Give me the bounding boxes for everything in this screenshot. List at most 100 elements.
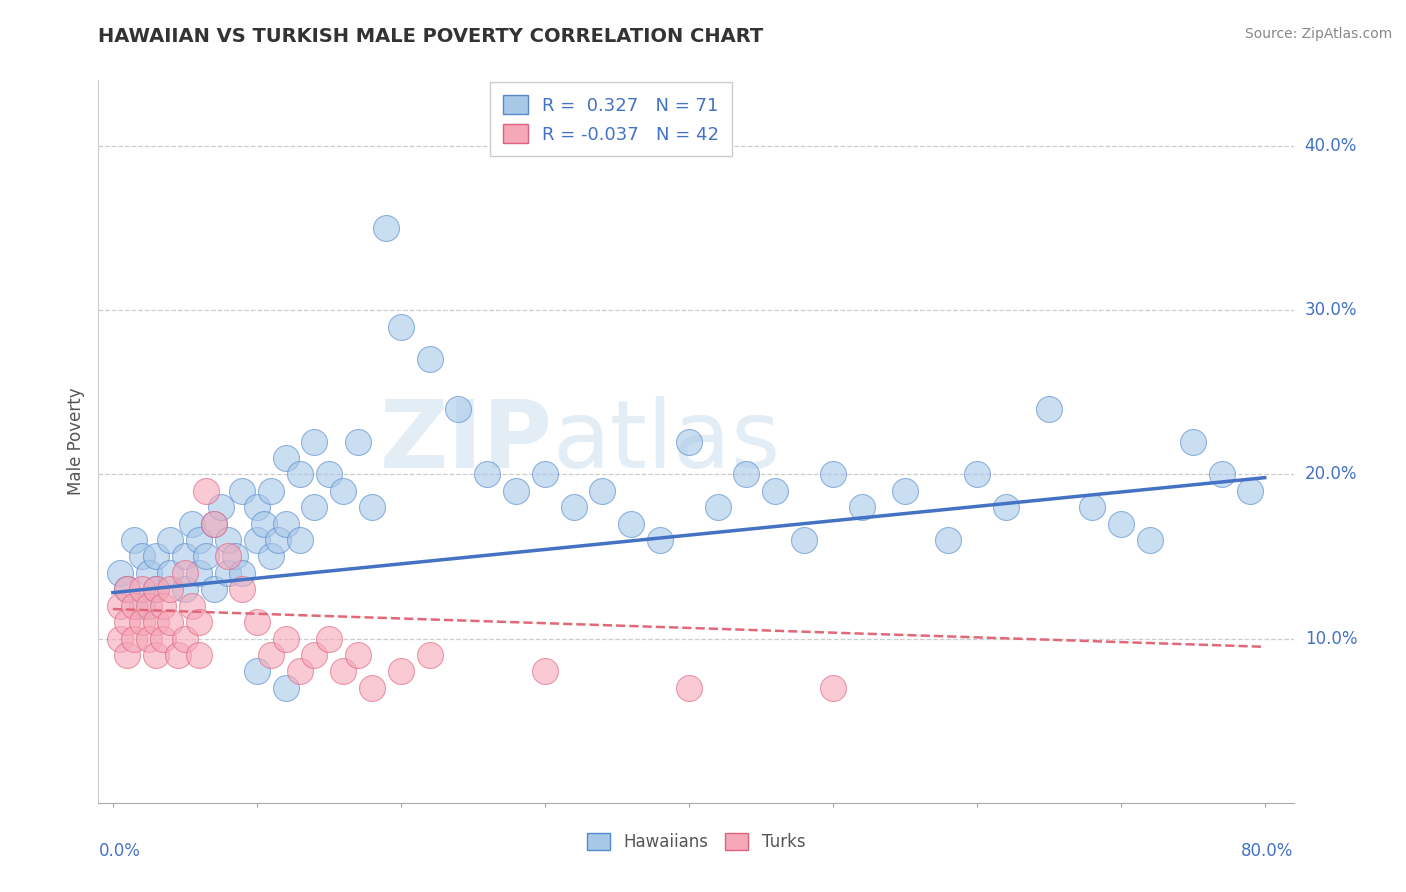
Point [159, 615, 181, 630]
Point [131, 582, 153, 597]
Point [361, 500, 384, 515]
Point [138, 566, 160, 580]
Point [533, 665, 555, 679]
Point [505, 483, 527, 498]
Point [1038, 401, 1060, 416]
Point [288, 533, 311, 547]
Point [224, 549, 246, 564]
Point [173, 582, 195, 597]
Point [591, 483, 613, 498]
Point [1139, 533, 1161, 547]
Point [706, 500, 728, 515]
Point [108, 632, 131, 646]
Point [209, 500, 232, 515]
Point [304, 434, 326, 449]
Point [231, 483, 253, 498]
Point [274, 632, 297, 646]
Point [375, 221, 398, 235]
Point [145, 582, 167, 597]
Point [821, 467, 844, 482]
Point [346, 434, 368, 449]
Text: 20.0%: 20.0% [1305, 466, 1357, 483]
Point [851, 500, 873, 515]
Point [145, 648, 167, 662]
Point [159, 533, 181, 547]
Point [131, 615, 153, 630]
Point [202, 516, 225, 531]
Point [217, 533, 239, 547]
Point [115, 615, 138, 630]
Point [735, 467, 758, 482]
Point [288, 467, 311, 482]
Point [131, 599, 153, 613]
Point [1109, 516, 1132, 531]
Text: 80.0%: 80.0% [1241, 842, 1294, 860]
Point [231, 566, 253, 580]
Point [893, 483, 915, 498]
Point [447, 401, 470, 416]
Point [159, 566, 181, 580]
Point [188, 615, 211, 630]
Text: 0.0%: 0.0% [98, 842, 141, 860]
Point [346, 648, 368, 662]
Point [115, 648, 138, 662]
Y-axis label: Male Poverty: Male Poverty [66, 388, 84, 495]
Point [763, 483, 786, 498]
Point [267, 533, 290, 547]
Point [419, 352, 441, 367]
Point [173, 632, 195, 646]
Point [202, 582, 225, 597]
Point [318, 467, 340, 482]
Point [124, 533, 146, 547]
Text: ZIP: ZIP [380, 395, 553, 488]
Point [253, 516, 276, 531]
Point [260, 483, 283, 498]
Point [246, 665, 269, 679]
Point [195, 549, 218, 564]
Text: atlas: atlas [553, 395, 780, 488]
Point [260, 549, 283, 564]
Text: 30.0%: 30.0% [1305, 301, 1357, 319]
Point [966, 467, 988, 482]
Point [994, 500, 1017, 515]
Point [678, 434, 700, 449]
Point [181, 599, 204, 613]
Point [152, 632, 174, 646]
Point [288, 665, 311, 679]
Point [389, 319, 412, 334]
Point [108, 566, 131, 580]
Point [108, 599, 131, 613]
Text: 10.0%: 10.0% [1305, 630, 1357, 648]
Legend: Hawaiians, Turks: Hawaiians, Turks [578, 825, 814, 860]
Point [533, 467, 555, 482]
Point [188, 648, 211, 662]
Point [936, 533, 959, 547]
Point [304, 500, 326, 515]
Point [246, 533, 269, 547]
Point [115, 582, 138, 597]
Point [332, 665, 354, 679]
Point [648, 533, 671, 547]
Point [389, 665, 412, 679]
Point [318, 632, 340, 646]
Point [188, 566, 211, 580]
Point [115, 582, 138, 597]
Point [145, 582, 167, 597]
Text: 40.0%: 40.0% [1305, 137, 1357, 155]
Point [246, 615, 269, 630]
Point [246, 500, 269, 515]
Point [173, 549, 195, 564]
Point [260, 648, 283, 662]
Point [217, 549, 239, 564]
Point [1211, 467, 1233, 482]
Point [181, 516, 204, 531]
Point [124, 632, 146, 646]
Point [138, 599, 160, 613]
Point [477, 467, 499, 482]
Point [188, 533, 211, 547]
Point [159, 582, 181, 597]
Point [217, 566, 239, 580]
Text: Source: ZipAtlas.com: Source: ZipAtlas.com [1244, 27, 1392, 41]
Point [202, 516, 225, 531]
Point [419, 648, 441, 662]
